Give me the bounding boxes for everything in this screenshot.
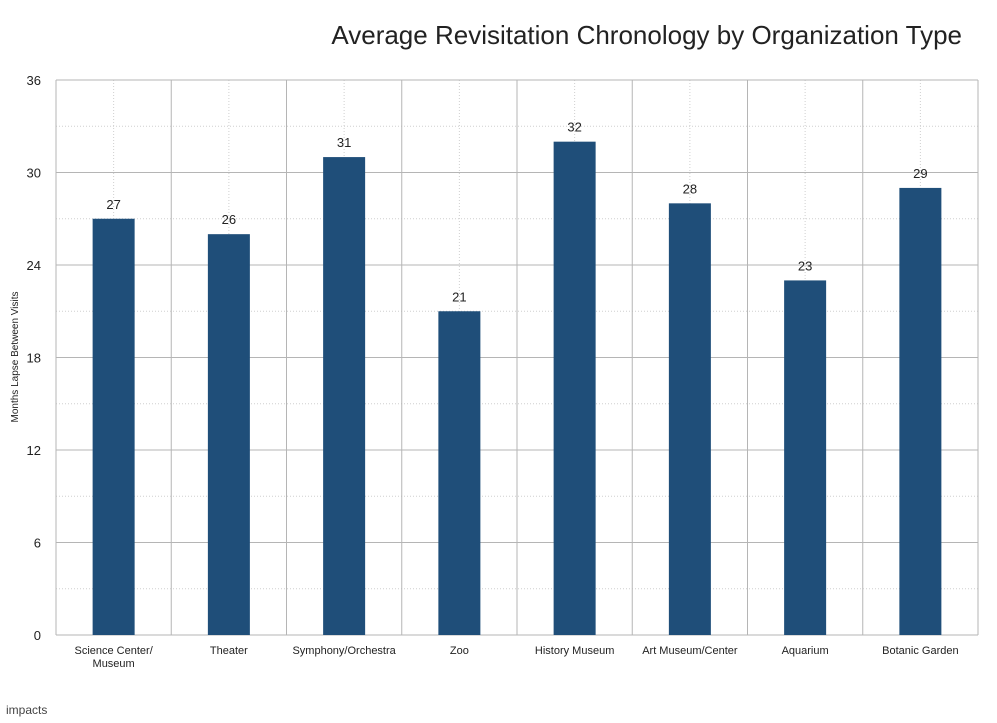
y-axis-ticks: 0 6 12 18 24 30 36	[27, 73, 41, 643]
bar	[323, 157, 366, 636]
data-label: 31	[337, 135, 351, 150]
bar	[553, 141, 596, 635]
x-tick-label: Art Museum/Center	[642, 645, 738, 657]
y-tick-label: 6	[34, 536, 41, 551]
bar	[784, 280, 827, 635]
x-tick-label: History Museum	[535, 645, 614, 657]
x-tick-label: Aquarium	[782, 645, 829, 657]
y-tick-label: 30	[27, 166, 41, 181]
bar	[207, 234, 250, 635]
y-tick-label: 36	[27, 73, 41, 88]
y-tick-label: 0	[34, 628, 41, 643]
y-tick-label: 18	[27, 351, 41, 366]
y-tick-label: 24	[27, 258, 41, 273]
data-label: 28	[683, 181, 697, 196]
y-tick-label: 12	[27, 443, 41, 458]
bar	[92, 218, 135, 635]
data-label: 32	[567, 120, 581, 135]
x-tick-label: Botanic Garden	[882, 645, 958, 657]
x-tick-label: Theater	[210, 645, 248, 657]
data-label: 29	[913, 166, 927, 181]
x-tick-label: Zoo	[450, 645, 469, 657]
bar	[899, 187, 942, 635]
chart-title: Average Revisitation Chronology by Organ…	[331, 20, 962, 50]
data-label: 27	[106, 197, 120, 212]
x-tick-label: Science Center/Museum	[74, 645, 153, 670]
bar	[438, 311, 481, 635]
brand-logo: impacts	[6, 703, 48, 717]
bar	[668, 203, 711, 636]
bars	[92, 141, 942, 636]
data-label: 26	[222, 212, 236, 227]
x-axis-ticks: Science Center/Museum Theater Symphony/Orc…	[74, 645, 958, 670]
x-tick-label: Symphony/Orchestra	[292, 645, 396, 657]
data-label: 23	[798, 258, 812, 273]
data-label: 21	[452, 289, 466, 304]
y-axis-label: Months Lapse Between Visits	[10, 291, 21, 422]
grid	[55, 79, 979, 636]
data-labels: 27 26 31 21 32 28 23 29	[106, 120, 927, 305]
